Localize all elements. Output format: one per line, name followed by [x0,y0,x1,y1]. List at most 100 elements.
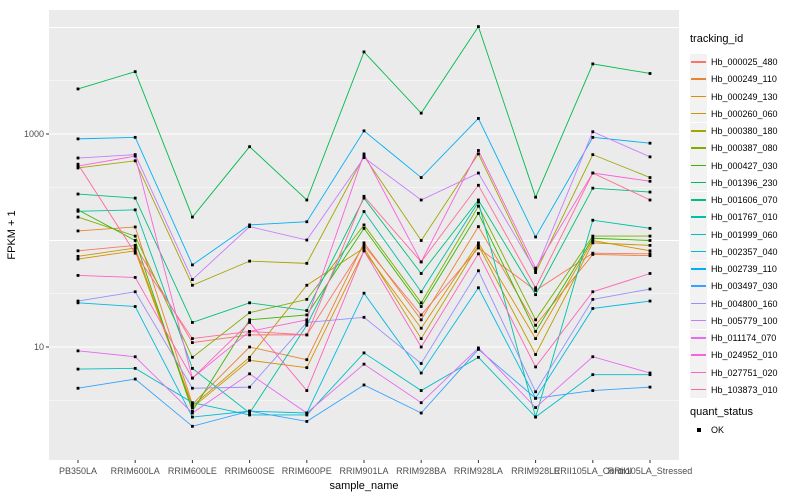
data-point [248,409,251,413]
data-point [76,192,80,196]
data-point [534,330,537,333]
data-point [133,153,137,157]
data-point [191,337,194,340]
data-point [648,176,652,179]
data-point [591,373,595,377]
data-point [76,274,80,277]
data-point [477,152,480,156]
data-point [133,243,137,247]
legend-item-label: Hb_001999_060 [711,229,778,240]
data-point [534,195,537,199]
legend-item-label: OK [711,424,725,435]
data-point [76,208,80,212]
legend-title-quant-status: quant_status [690,406,753,418]
data-point [477,355,480,359]
data-point [305,420,309,423]
legend-item-Hb_027751_020: Hb_027751_020 [690,364,778,381]
legend-line-swatch [691,61,706,63]
data-point [133,154,137,158]
data-point [534,293,537,297]
data-point [362,243,366,247]
legend-key [690,260,707,278]
data-point [191,355,194,359]
data-point [534,365,537,369]
data-point [248,411,251,415]
x-tick-label: RRII105LA_Control [554,466,632,476]
data-point [534,415,537,419]
data-point [191,366,194,370]
data-point [648,190,652,194]
legend-key [690,191,707,209]
data-point [133,135,137,139]
data-point [133,239,137,242]
legend-key [690,88,707,105]
data-point [648,252,652,256]
legend-item-Hb_002739_110: Hb_002739_110 [690,260,777,278]
legend-line-swatch [691,250,706,253]
data-point [419,362,423,365]
legend-item-label: Hb_001606_070 [711,195,778,205]
data-point [419,176,423,179]
data-point [534,323,537,327]
x-tick-label: RRIM600PE [282,466,332,476]
data-point [362,129,366,133]
legend-line-swatch [691,337,706,339]
legend-item-label: Hb_027751_020 [711,367,778,378]
data-point [648,287,652,291]
data-point [362,210,366,213]
data-point [648,272,652,275]
legend-item-Hb_004800_160: Hb_004800_160 [690,295,778,312]
legend-item-label: Hb_000249_130 [711,91,778,102]
data-point [191,424,194,428]
ok-point-icon [696,427,701,432]
plot-panel [49,10,679,460]
data-point [362,351,366,355]
data-point [534,406,537,409]
data-point [419,272,423,275]
data-point [419,111,423,115]
legend-key [690,139,707,157]
legend-line-swatch [691,112,706,115]
data-point [534,235,537,239]
data-point [362,249,366,253]
data-point [305,358,309,362]
legend-item-Hb_001606_070: Hb_001606_070 [690,191,778,209]
data-point [191,406,194,409]
data-point [191,402,194,406]
data-point [419,301,423,305]
data-point [648,239,652,242]
data-point [248,413,251,417]
data-point [133,70,137,74]
data-point [191,321,194,324]
data-point [76,156,80,160]
data-point [419,198,423,202]
data-point [419,260,423,264]
data-point [248,223,251,227]
data-point [419,337,423,340]
legend-line-swatch [691,388,706,391]
legend-line-swatch [691,371,706,374]
data-point [248,330,251,333]
data-point [477,211,480,215]
data-point [362,154,366,158]
legend-item-label: Hb_011174_070 [711,333,777,343]
data-point [591,307,595,310]
data-point [133,290,137,294]
data-point [133,234,137,238]
x-tick-label: RRIM928LA [454,466,503,476]
data-point [648,373,652,377]
data-point [477,200,480,204]
data-point [362,156,366,160]
legend-line-swatch [691,354,706,356]
data-point [477,204,480,208]
data-point [305,333,309,337]
legend-item-label: Hb_004800_160 [711,298,778,309]
legend-key [690,157,707,174]
data-point [133,196,137,200]
legend-item-Hb_000025_480: Hb_000025_480 [690,53,778,71]
legend-item-label: Hb_001396_230 [711,177,778,188]
data-point [76,229,80,233]
data-point [362,194,366,198]
data-point [648,243,652,247]
